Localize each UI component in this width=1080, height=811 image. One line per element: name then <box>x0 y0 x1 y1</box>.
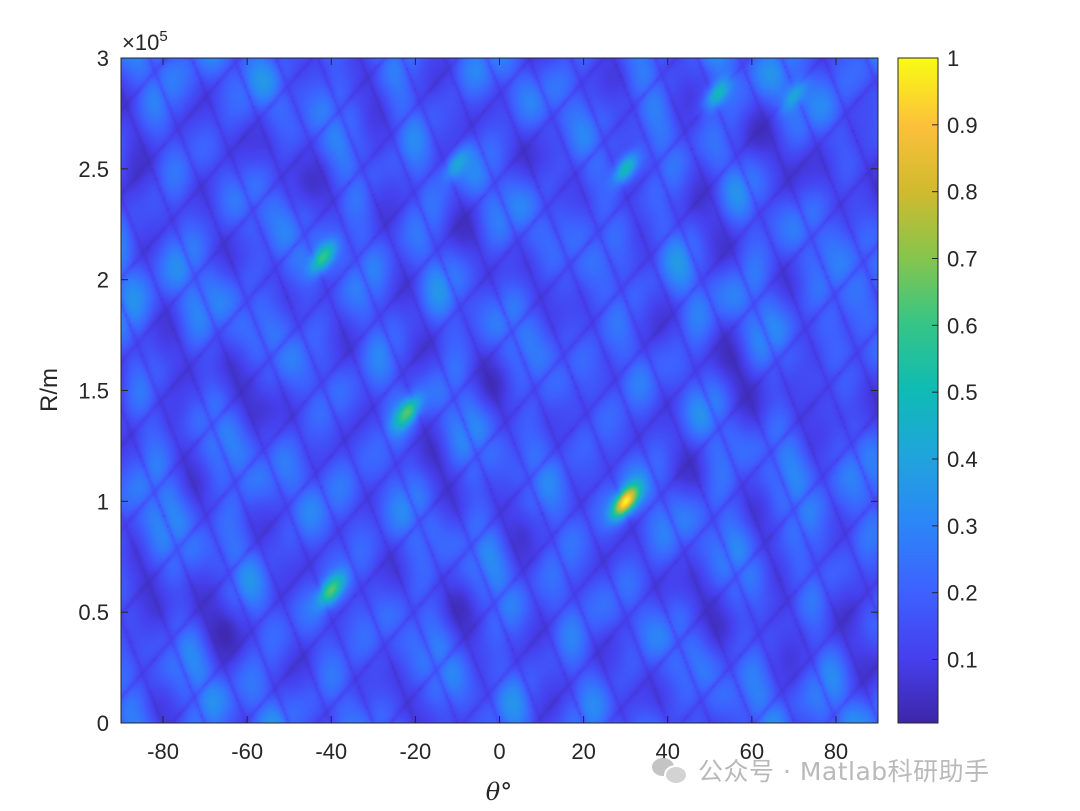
colorbar: 0.1 0.2 0.3 0.4 0.5 0.6 0.7 0.8 0.9 1 <box>897 46 978 724</box>
colorbar-tick-label: 0.3 <box>947 514 978 539</box>
x-tick-label: 60 <box>740 739 764 764</box>
colorbar-tick-label: 0.2 <box>947 581 978 606</box>
y-tick-label: 2.5 <box>78 157 109 182</box>
colorbar-gradient <box>898 58 938 723</box>
colorbar-tick-label: 0.1 <box>947 648 978 673</box>
x-axis-label: θ° <box>486 778 512 806</box>
x-tick-label: -40 <box>315 739 347 764</box>
y-tick-label: 0.5 <box>78 600 109 625</box>
y-tick-label: 1.5 <box>78 379 109 404</box>
watermark: 公众号 · Matlab科研助手 <box>650 752 990 788</box>
colorbar-tick-label: 0.6 <box>947 313 978 338</box>
colorbar-tick-label: 0.8 <box>947 180 978 205</box>
colorbar-tick-label: 0.9 <box>947 113 978 138</box>
x-tick-label: -60 <box>231 739 263 764</box>
y-tick-label: 0 <box>97 711 109 736</box>
colorbar-tick-label: 1 <box>947 46 959 71</box>
colorbar-ticks: 0.1 0.2 0.3 0.4 0.5 0.6 0.7 0.8 0.9 1 <box>932 46 978 673</box>
heatmap-image <box>121 58 878 723</box>
colorbar-tick-label: 0.4 <box>947 447 978 472</box>
x-tick-label: 20 <box>571 739 595 764</box>
x-tick-label: -80 <box>147 739 179 764</box>
y-tick-label: 1 <box>97 489 109 514</box>
y-axis-label: R/m <box>36 368 63 412</box>
x-tick-label: 0 <box>493 739 505 764</box>
y-axis: 0 0.5 1 1.5 2 2.5 3 <box>78 46 878 736</box>
y-tick-label: 3 <box>97 46 109 71</box>
wechat-icon <box>650 755 690 785</box>
plot-area: -80 -60 -40 -20 0 20 40 60 80 00.511.522.53 ×105… <box>36 28 879 806</box>
colorbar-frame <box>897 57 939 724</box>
y-exponent-multiplier: ×105 <box>122 28 168 55</box>
x-axis: -80 -60 -40 -20 0 20 40 60 80 <box>147 58 848 764</box>
watermark-text: 公众号 · Matlab科研助手 <box>698 757 990 786</box>
x-tick-label: 80 <box>824 739 848 764</box>
colorbar-tick-label: 0.5 <box>947 380 978 405</box>
y-tick-label: 2 <box>97 268 109 293</box>
x-tick-label: -20 <box>399 739 431 764</box>
colorbar-tick-label: 0.7 <box>947 247 978 272</box>
